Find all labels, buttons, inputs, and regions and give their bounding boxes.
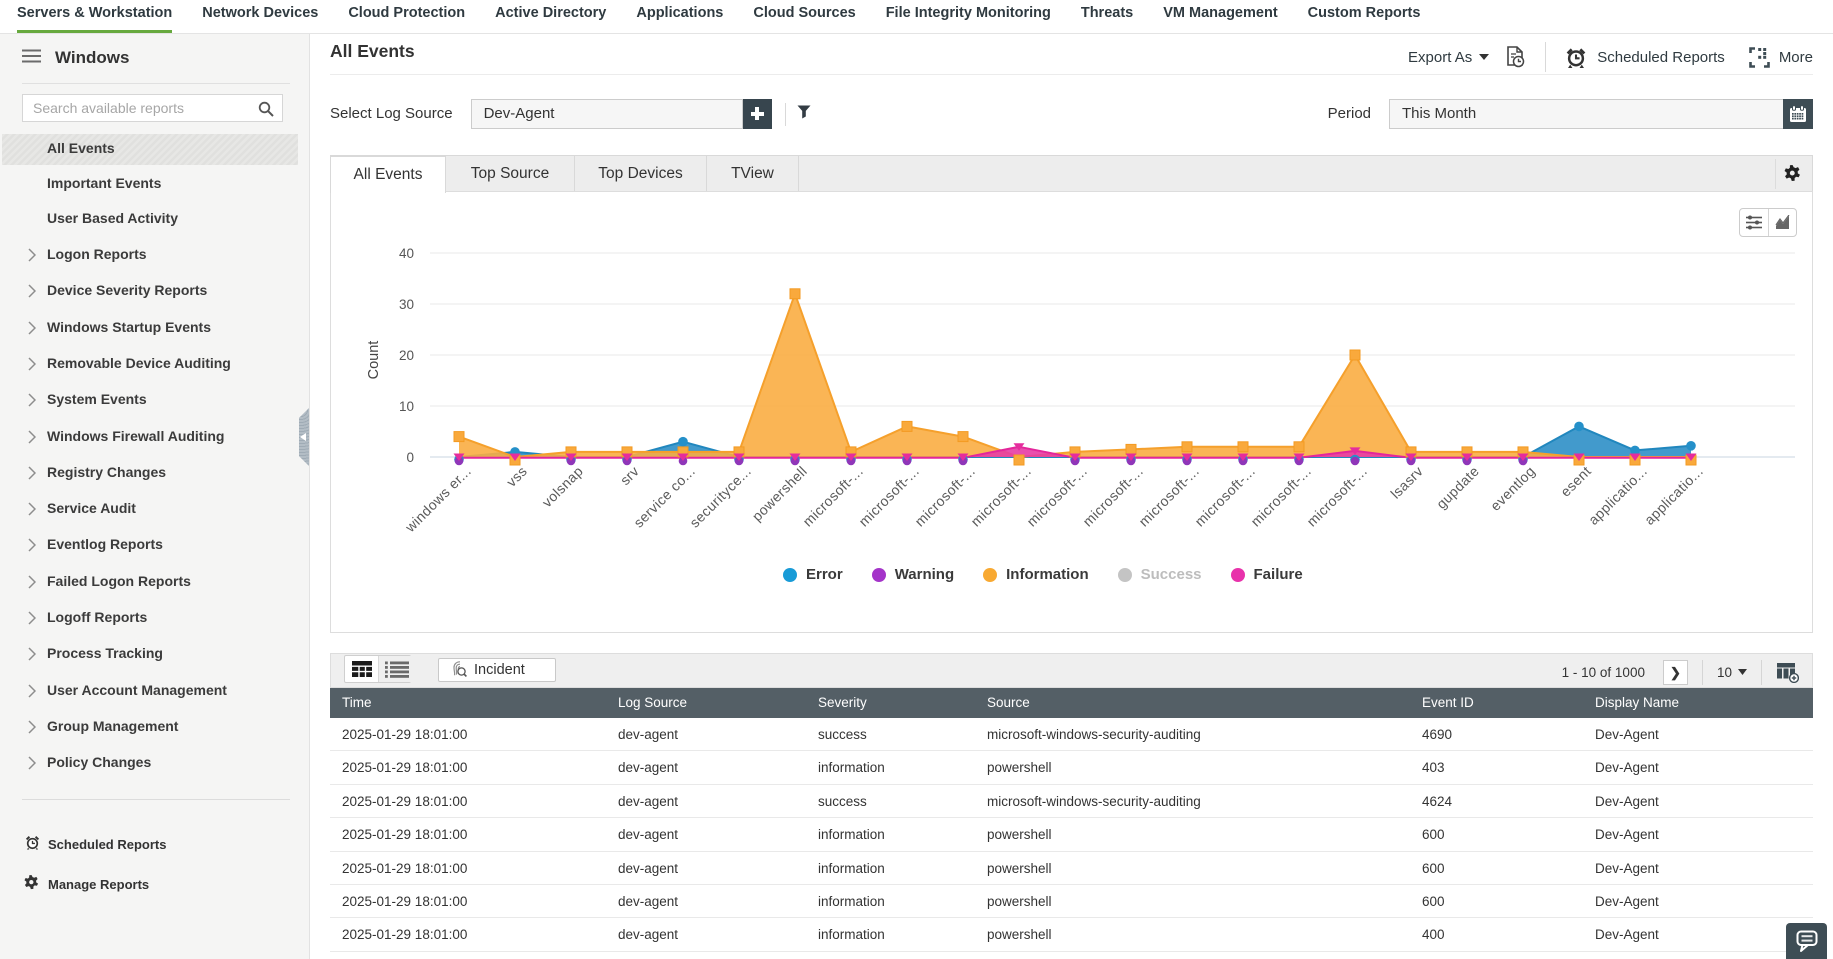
svg-text:volsnap: volsnap	[539, 463, 586, 510]
svg-text:Count: Count	[366, 341, 382, 380]
svg-text:0: 0	[406, 450, 414, 465]
svg-text:esent: esent	[1557, 463, 1594, 500]
svg-text:20: 20	[399, 348, 414, 363]
svg-text:gupdate: gupdate	[1433, 463, 1482, 512]
svg-text:40: 40	[399, 246, 414, 261]
svg-text:powershell: powershell	[749, 463, 810, 524]
svg-text:windows er...: windows er...	[401, 463, 474, 536]
svg-text:30: 30	[399, 297, 414, 312]
svg-text:eventlog: eventlog	[1487, 463, 1538, 514]
svg-text:vss: vss	[503, 463, 530, 490]
svg-text:applicatio...: applicatio...	[1641, 463, 1706, 528]
svg-text:10: 10	[399, 399, 414, 414]
svg-text:srv: srv	[617, 463, 642, 488]
svg-text:applicatio...: applicatio...	[1585, 463, 1650, 528]
svg-text:lsasrv: lsasrv	[1387, 463, 1426, 502]
svg-text:microsoft-...: microsoft-...	[1303, 463, 1370, 530]
